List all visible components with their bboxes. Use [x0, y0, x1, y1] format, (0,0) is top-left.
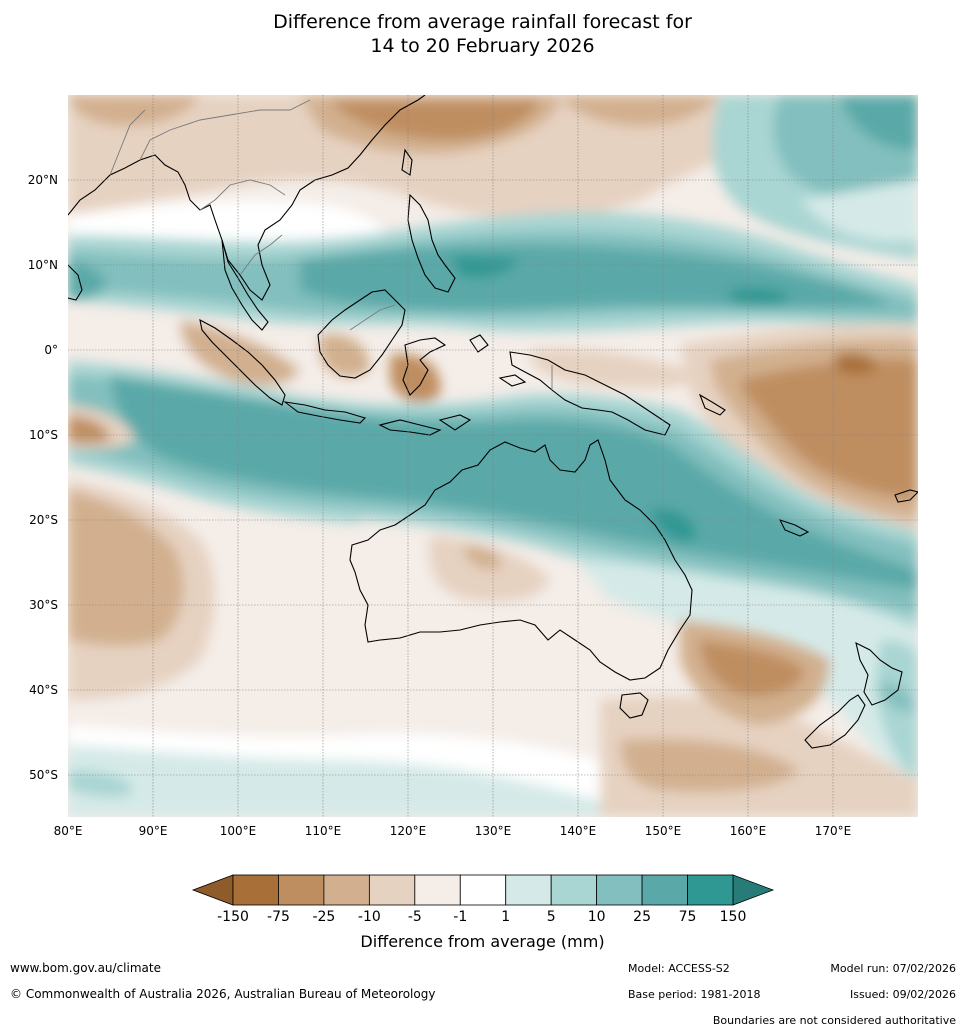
colorbar-swatch — [368, 874, 416, 906]
colorbar-swatch — [687, 874, 734, 906]
colorbar-swatch — [505, 874, 552, 906]
colorbar-label: -25 — [312, 909, 335, 925]
lon-label-80e: 80°E — [54, 824, 83, 838]
colorbar-swatches — [191, 874, 775, 906]
colorbar-extend-low — [191, 874, 234, 906]
lat-labels: 20°N 10°N 0° 10°S 20°S 30°S 40°S 50°S — [28, 173, 58, 782]
forecast-map: 20°N 10°N 0° 10°S 20°S 30°S 40°S 50°S 80… — [28, 95, 918, 838]
colorbar-swatch — [550, 874, 598, 906]
colorbar-label: 1 — [501, 909, 510, 925]
lat-label-20s: 20°S — [29, 513, 58, 527]
colorbar-label: -5 — [408, 909, 422, 925]
colorbar-label: 10 — [588, 909, 606, 925]
colorbar-label: -1 — [453, 909, 467, 925]
colorbar-label: -10 — [358, 909, 381, 925]
colorbar-extend-high — [732, 874, 775, 906]
lon-label-90e: 90°E — [139, 824, 168, 838]
lon-label-150e: 150°E — [645, 824, 682, 838]
lat-label-20n: 20°N — [28, 173, 58, 187]
colorbar-label: -150 — [217, 909, 249, 925]
colorbar-swatch — [278, 874, 325, 906]
colorbar-label: 5 — [547, 909, 556, 925]
model-run-text: Model run: 07/02/2026 — [830, 962, 956, 975]
lat-label-10n: 10°N — [28, 258, 58, 272]
lon-label-160e: 160°E — [730, 824, 767, 838]
lon-label-110e: 110°E — [305, 824, 342, 838]
coastlines — [68, 95, 918, 749]
colorbar-label: 25 — [633, 909, 651, 925]
rainfall-anomaly-field — [68, 95, 918, 817]
colorbar-labels: -150 -75 -25 -10 -5 -1 1 5 10 25 75 150 — [217, 909, 746, 925]
colorbar-swatch — [323, 874, 370, 906]
lon-label-100e: 100°E — [220, 824, 257, 838]
colorbar-swatch — [232, 874, 279, 906]
lon-labels: 80°E 90°E 100°E 110°E 120°E 130°E 140°E … — [54, 824, 852, 838]
base-period-text: Base period: 1981-2018 — [628, 988, 761, 1001]
model-text: Model: ACCESS-S2 — [628, 962, 730, 975]
map-title-line1: Difference from average rainfall forecas… — [273, 11, 692, 33]
colorbar-swatch — [459, 874, 507, 906]
copyright-text: © Commonwealth of Australia 2026, Austra… — [10, 987, 436, 1001]
colorbar-label: -75 — [267, 909, 290, 925]
graticule — [68, 95, 918, 817]
map-title-line2: 14 to 20 February 2026 — [370, 35, 595, 57]
colorbar-label: 75 — [679, 909, 697, 925]
issued-text: Issued: 09/02/2026 — [849, 988, 956, 1001]
map-title: Difference from average rainfall forecas… — [0, 10, 965, 58]
lat-label-50s: 50°S — [29, 768, 58, 782]
colorbar-title: Difference from average (mm) — [360, 932, 605, 951]
lat-label-30s: 30°S — [29, 598, 58, 612]
colorbar: -150 -75 -25 -10 -5 -1 1 5 10 25 75 150 — [191, 874, 775, 925]
lon-label-130e: 130°E — [475, 824, 512, 838]
lon-label-120e: 120°E — [390, 824, 427, 838]
website-link[interactable]: www.bom.gov.au/climate — [10, 961, 161, 975]
colorbar-swatch — [641, 874, 688, 906]
disclaimer-text: Boundaries are not considered authoritat… — [712, 1014, 956, 1027]
lon-label-170e: 170°E — [815, 824, 852, 838]
lat-label-40s: 40°S — [29, 683, 58, 697]
colorbar-swatch — [414, 874, 461, 906]
lon-label-140e: 140°E — [560, 824, 597, 838]
lat-label-0: 0° — [44, 343, 58, 357]
country-borders — [109, 99, 553, 390]
lat-label-10s: 10°S — [29, 428, 58, 442]
colorbar-label: 150 — [720, 909, 747, 925]
colorbar-swatch — [596, 874, 643, 906]
